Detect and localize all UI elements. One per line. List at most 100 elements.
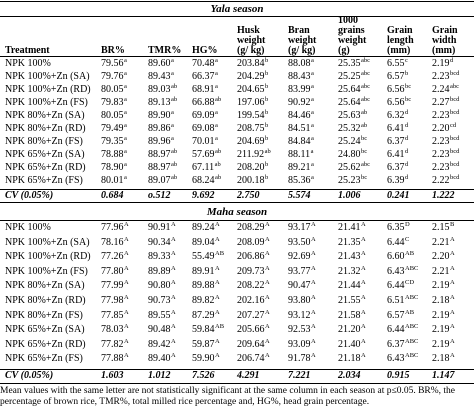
- cv-bran-weight-cell: 7.221: [288, 370, 311, 381]
- cell-value: NPK 65%+Zn (SA): [5, 149, 85, 160]
- cv-grain-width-cell: 1.222: [432, 190, 455, 201]
- significance-letter: b: [265, 83, 269, 90]
- maha-br-cell: 77.26A: [101, 250, 129, 263]
- yala-hg-cell: 57.69ab: [192, 148, 222, 161]
- significance-letter: AB: [215, 250, 225, 258]
- significance-letter: A: [171, 235, 176, 243]
- cell-value: 21.58: [338, 309, 361, 321]
- significance-letter: a: [124, 96, 127, 103]
- cell-value: NPK 80%+Zn (SA): [5, 110, 85, 121]
- cell-value: 77.98: [101, 295, 124, 306]
- yala-bran-weight-cell: 88.08a: [288, 57, 314, 70]
- cell-value: 89.91: [192, 265, 215, 277]
- cell-value: 6.41: [387, 149, 405, 160]
- cell-value: 66.37: [192, 71, 215, 82]
- yala-tmr-cell: 88.97ab: [148, 161, 177, 174]
- cell-value: 6.44: [387, 236, 405, 248]
- significance-letter: d: [405, 135, 409, 142]
- yala-grain-length-cell: 6.32d: [387, 109, 408, 122]
- significance-letter: A: [124, 352, 129, 360]
- cell-value: 77.80: [101, 265, 124, 277]
- cell-value: 25.25: [338, 71, 361, 82]
- yala-br-cell: 79.76a: [101, 70, 127, 83]
- yala-hg-cell: 68.24ab: [192, 174, 221, 187]
- cell-value: NPK 65%+Zn (SA): [5, 324, 85, 336]
- maha-grain-width-cell: 2.21A: [432, 265, 455, 278]
- cell-value: 25.23: [338, 175, 361, 186]
- cell-value: 21.18: [338, 353, 361, 365]
- yala-husk-weight-cell: 204.29b: [237, 70, 268, 83]
- cell-value: 93.77: [288, 265, 311, 277]
- cv-br-cell: 0.684: [101, 190, 124, 201]
- significance-letter: b: [265, 96, 269, 103]
- maha-treatment-cell: NPK 65%+Zn (SA): [5, 324, 85, 336]
- yala-treatment-cell: NPK 100%+Zn (SA): [5, 71, 90, 83]
- yala-husk-weight-cell: 211.92ab: [237, 148, 271, 161]
- cell-value: 6.57: [387, 71, 405, 82]
- table-rule: [0, 202, 474, 203]
- significance-letter: ab: [171, 96, 178, 103]
- significance-letter: A: [215, 279, 220, 287]
- cell-value: 90.73: [148, 295, 171, 306]
- maha-tmr-cell: 89.55A: [148, 309, 176, 322]
- cell-value: 25.64: [338, 97, 361, 108]
- maha-grain-width-cell: 2.19A: [432, 309, 455, 322]
- significance-letter: a: [311, 57, 314, 64]
- cell-value: 89.86: [148, 123, 171, 134]
- maha-hg-cell: 89.04A: [192, 236, 220, 249]
- yala-tmr-cell: 89.13ab: [148, 96, 178, 109]
- maha-hg-cell: 87.29A: [192, 309, 220, 322]
- cell-value: 2.22: [432, 175, 450, 186]
- significance-letter: A: [311, 308, 316, 316]
- significance-letter: A: [265, 352, 270, 360]
- significance-letter: A: [265, 308, 270, 316]
- significance-letter: d: [450, 57, 454, 64]
- maha-br-cell: 77.98A: [101, 294, 129, 307]
- cell-value: 93.09: [288, 338, 311, 350]
- maha-treatment-cell: NPK 80%+Zn (RD): [5, 295, 86, 307]
- maha-tmr-cell: 89.89A: [148, 265, 176, 278]
- cell-value: 80.05: [101, 110, 124, 121]
- cell-value: 25.32: [338, 123, 361, 134]
- yala-grain-width-cell: 2.20cd: [432, 122, 456, 135]
- cell-value: 6.37: [387, 162, 405, 173]
- header-br-line: BR%: [101, 45, 125, 56]
- yala-br-cell: 79.35a: [101, 135, 127, 148]
- cell-value: 69.09: [192, 110, 215, 121]
- significance-letter: a: [311, 174, 314, 181]
- cell-value: 89.96: [148, 136, 171, 147]
- cell-value: NPK 100%: [5, 222, 51, 233]
- cell-value: 78.16: [101, 236, 124, 248]
- cell-value: 84.84: [288, 136, 311, 147]
- yala-bran-weight-cell: 88.11a: [288, 148, 314, 161]
- yala-grain-1000-weight-cell: 25.63ab: [338, 109, 367, 122]
- maha-grain-1000-weight-cell: 21.20A: [338, 323, 366, 336]
- significance-letter: abc: [361, 57, 371, 64]
- yala-hg-cell: 68.91a: [192, 83, 218, 96]
- yala-grain-length-cell: 6.56bc: [387, 96, 411, 109]
- cell-value: 93.80: [288, 295, 311, 306]
- significance-letter: a: [124, 135, 127, 142]
- maha-treatment-cell: NPK 100%+Zn (RD): [5, 251, 91, 263]
- yala-grain-length-cell: 6.37d: [387, 135, 409, 148]
- significance-letter: A: [311, 294, 316, 301]
- yala-husk-weight-cell: 208.20b: [237, 161, 269, 174]
- cell-value: 208.75: [237, 123, 265, 134]
- significance-letter: A: [171, 337, 176, 345]
- significance-letter: b: [265, 161, 269, 168]
- cell-value: 69.08: [192, 123, 215, 134]
- significance-letter: A: [361, 250, 366, 258]
- cell-value: 208.20: [237, 162, 265, 173]
- significance-letter: A: [215, 221, 220, 228]
- yala-grain-width-cell: 2.19d: [432, 57, 454, 70]
- significance-letter: a: [124, 70, 127, 77]
- yala-hg-cell: 69.09a: [192, 109, 218, 122]
- significance-letter: ab: [215, 148, 222, 155]
- cell-value: 59.84: [192, 324, 215, 336]
- header-grain-1000-weight-line: 1000: [338, 15, 358, 26]
- yala-treatment-cell: NPK 65%+Zn (RD): [5, 162, 86, 174]
- significance-letter: A: [450, 250, 455, 258]
- significance-letter: A: [265, 323, 270, 331]
- maha-bran-weight-cell: 93.77A: [288, 265, 316, 278]
- significance-letter: CD: [405, 279, 415, 287]
